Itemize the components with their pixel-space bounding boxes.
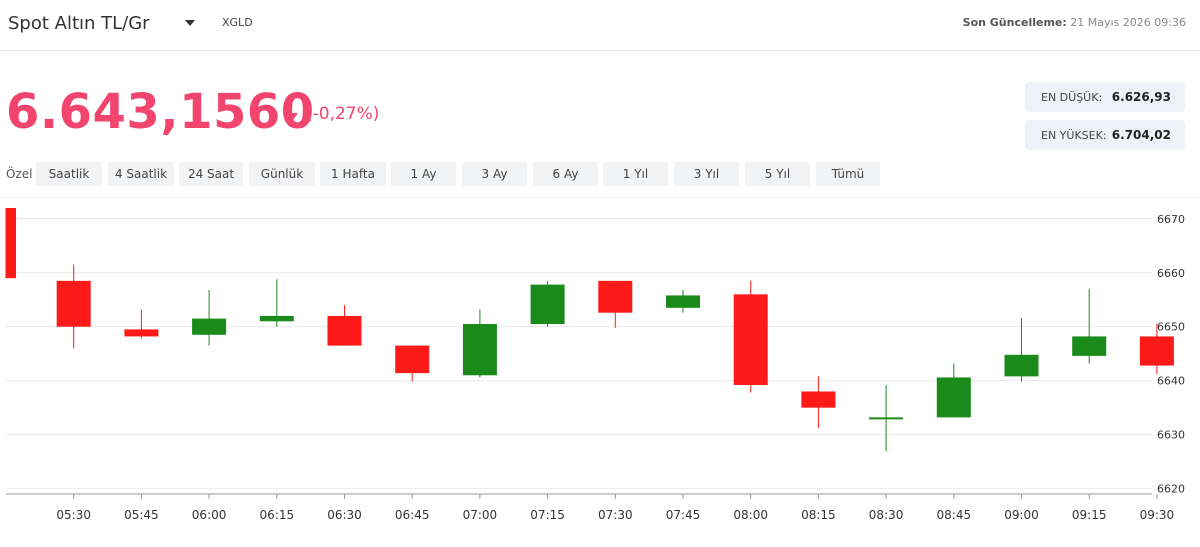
current-price: 6.643,1560 bbox=[6, 84, 315, 140]
candle-body bbox=[1072, 336, 1107, 356]
y-tick-label: 6650 bbox=[1157, 321, 1185, 334]
candle-body bbox=[801, 391, 836, 408]
x-tick-label: 08:15 bbox=[801, 508, 836, 522]
x-tick-label: 09:15 bbox=[1072, 508, 1107, 522]
y-tick-label: 6620 bbox=[1157, 483, 1185, 496]
header-bar: Spot Altın TL/Gr XGLD Son Güncelleme: 21… bbox=[0, 0, 1200, 51]
dropdown-chevron-icon[interactable] bbox=[184, 17, 196, 29]
candle-body bbox=[327, 315, 362, 346]
candle-body bbox=[56, 280, 91, 327]
period-button-6m[interactable]: 6 Ay bbox=[533, 162, 598, 186]
period-button-all[interactable]: Tümü bbox=[816, 162, 880, 186]
candle-body bbox=[936, 377, 971, 418]
day-high-box: EN YÜKSEK: 6.704,02 bbox=[1025, 120, 1185, 150]
x-tick-label: 08:00 bbox=[733, 508, 768, 522]
candle-body bbox=[1139, 336, 1174, 366]
last-updated-label: Son Güncelleme: bbox=[962, 16, 1067, 29]
period-button-5y[interactable]: 5 Yıl bbox=[745, 162, 810, 186]
price-chart[interactable]: 6620 6630 6640 6650 6660 6670 05:30 05:45 06:00 0… bbox=[0, 197, 1200, 547]
x-tick-label: 05:45 bbox=[124, 508, 159, 522]
candle-body bbox=[1004, 354, 1039, 377]
candle-body bbox=[869, 417, 904, 420]
day-high-value: 6.704,02 bbox=[1111, 128, 1171, 142]
period-button-4h[interactable]: 4 Saatlik bbox=[108, 162, 174, 186]
period-button-24h[interactable]: 24 Saat bbox=[179, 162, 243, 186]
day-low-value: 6.626,93 bbox=[1111, 90, 1171, 104]
day-low-label: EN DÜŞÜK: bbox=[1041, 91, 1103, 104]
period-button-3m[interactable]: 3 Ay bbox=[462, 162, 527, 186]
x-tick-label: 07:30 bbox=[598, 508, 633, 522]
x-tick-label: 06:30 bbox=[327, 508, 362, 522]
period-button-3y[interactable]: 3 Yıl bbox=[674, 162, 739, 186]
day-high-label: EN YÜKSEK: bbox=[1041, 129, 1107, 142]
last-updated-value: 21 Mayıs 2026 09:36 bbox=[1070, 16, 1186, 29]
day-low-box: EN DÜŞÜK: 6.626,93 bbox=[1025, 82, 1185, 112]
period-button-hourly[interactable]: Saatlik bbox=[36, 162, 102, 186]
x-tick-label: 08:30 bbox=[869, 508, 904, 522]
candle-body bbox=[598, 280, 633, 313]
candle-body bbox=[530, 284, 565, 325]
x-tick-label: 08:45 bbox=[937, 508, 972, 522]
instrument-symbol: XGLD bbox=[222, 16, 253, 29]
x-tick-label: 06:00 bbox=[192, 508, 227, 522]
candle-body bbox=[733, 294, 768, 385]
x-tick-label: 07:15 bbox=[530, 508, 565, 522]
period-button-1w[interactable]: 1 Hafta bbox=[320, 162, 386, 186]
period-button-daily[interactable]: Günlük bbox=[249, 162, 315, 186]
candle-body bbox=[666, 295, 700, 308]
candlestick-chart-svg[interactable]: 6620 6630 6640 6650 6660 6670 05:30 05:45 06:00 0… bbox=[0, 198, 1200, 547]
candle-body bbox=[6, 208, 16, 279]
x-tick-label: 05:30 bbox=[56, 508, 91, 522]
candle-body bbox=[462, 324, 497, 376]
instrument-title[interactable]: Spot Altın TL/Gr bbox=[8, 13, 150, 34]
candle-body bbox=[395, 345, 430, 374]
last-updated: Son Güncelleme: 21 Mayıs 2026 09:36 bbox=[963, 16, 1186, 29]
period-button-1m[interactable]: 1 Ay bbox=[391, 162, 456, 186]
price-change-percent: (-0,27%) bbox=[306, 104, 380, 124]
x-tick-label: 09:00 bbox=[1004, 508, 1039, 522]
y-tick-label: 6670 bbox=[1157, 213, 1185, 226]
x-tick-label: 07:00 bbox=[463, 508, 498, 522]
candle-body bbox=[192, 318, 227, 335]
y-tick-label: 6630 bbox=[1157, 429, 1185, 442]
price-down-icon bbox=[288, 113, 298, 120]
candle-body bbox=[259, 315, 294, 322]
x-tick-label: 06:45 bbox=[395, 508, 430, 522]
candle-body bbox=[124, 329, 159, 337]
x-tick-label: 06:15 bbox=[260, 508, 295, 522]
y-tick-label: 6660 bbox=[1157, 267, 1185, 280]
x-tick-label: 09:30 bbox=[1140, 508, 1175, 522]
y-tick-label: 6640 bbox=[1157, 375, 1185, 388]
period-button-1y[interactable]: 1 Yıl bbox=[603, 162, 668, 186]
x-tick-label: 07:45 bbox=[666, 508, 701, 522]
period-custom-label[interactable]: Özel bbox=[6, 167, 33, 181]
